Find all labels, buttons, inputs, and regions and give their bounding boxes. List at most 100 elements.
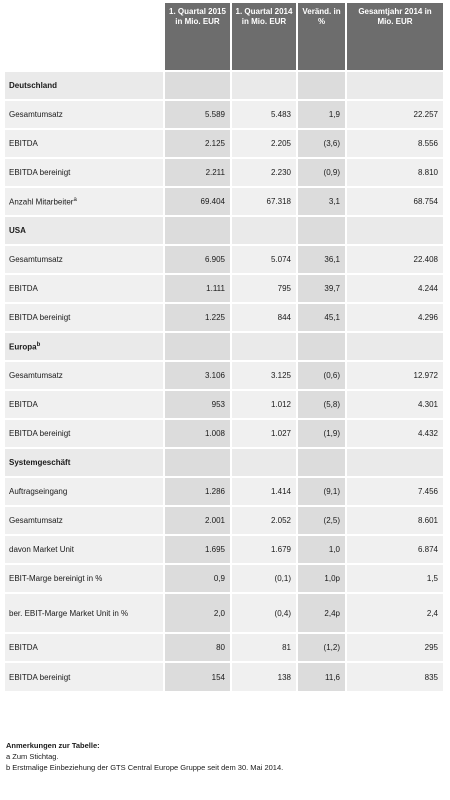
cell-change: 11,6 bbox=[297, 661, 347, 691]
row-label-text: EBITDA bbox=[9, 400, 38, 409]
section-title-text: USA bbox=[9, 226, 26, 235]
notes-title: Anmerkungen zur Tabelle: bbox=[6, 741, 100, 750]
section-empty-cell bbox=[231, 331, 298, 361]
cell-year2014: 8.810 bbox=[346, 157, 443, 187]
header-year2014: Gesamtjahr 2014 in Mio. EUR bbox=[346, 3, 443, 71]
cell-change: (5,8) bbox=[297, 389, 347, 419]
row-label: EBITDA bereinigt bbox=[5, 661, 165, 691]
row-label-text: Auftragseingang bbox=[9, 487, 68, 496]
cell-q2014: 67.318 bbox=[231, 186, 298, 216]
cell-q2015: 1.111 bbox=[164, 273, 232, 303]
table-row: EBITDA bereinigt 1.225 844 45,1 4.296 bbox=[5, 302, 443, 332]
cell-q2014: 3.125 bbox=[231, 360, 298, 390]
cell-q2014: 2.052 bbox=[231, 505, 298, 535]
cell-q2014: 1.027 bbox=[231, 418, 298, 448]
cell-year2014: 835 bbox=[346, 661, 443, 691]
table-notes: Anmerkungen zur Tabelle: a Zum Stichtag.… bbox=[6, 740, 283, 773]
cell-q2014: 5.483 bbox=[231, 99, 298, 129]
cell-q2015: 154 bbox=[164, 661, 232, 691]
row-label-text: EBITDA bereinigt bbox=[9, 168, 71, 177]
cell-year2014: 22.257 bbox=[346, 99, 443, 129]
cell-change: 36,1 bbox=[297, 244, 347, 274]
row-label-text: Gesamtumsatz bbox=[9, 110, 63, 119]
cell-q2015: 80 bbox=[164, 632, 232, 662]
table-row: EBITDA 1.111 795 39,7 4.244 bbox=[5, 273, 443, 303]
table-row: Gesamtumsatz 3.106 3.125 (0,6) 12.972 bbox=[5, 360, 443, 390]
row-label-text: Anzahl Mitarbeiter bbox=[9, 197, 74, 207]
section-header-row: USA bbox=[5, 215, 443, 245]
cell-q2014: 1.012 bbox=[231, 389, 298, 419]
row-label: EBIT-Marge bereinigt in % bbox=[5, 563, 165, 593]
row-label-text: davon Market Unit bbox=[9, 545, 74, 554]
row-label-text: Gesamtumsatz bbox=[9, 371, 63, 380]
cell-year2014: 4.296 bbox=[346, 302, 443, 332]
table-row: EBITDA bereinigt 154 138 11,6 835 bbox=[5, 661, 443, 691]
row-label: EBITDA bereinigt bbox=[5, 418, 165, 448]
row-label-text: EBITDA bereinigt bbox=[9, 313, 71, 322]
row-label: Gesamtumsatz bbox=[5, 244, 165, 274]
section-empty-cell bbox=[231, 447, 298, 477]
cell-change: (2,5) bbox=[297, 505, 347, 535]
cell-year2014: 22.408 bbox=[346, 244, 443, 274]
table-row: EBITDA 80 81 (1,2) 295 bbox=[5, 632, 443, 662]
table-row: ber. EBIT-Marge Market Unit in % 2,0 (0,4)… bbox=[5, 592, 443, 633]
cell-q2015: 6.905 bbox=[164, 244, 232, 274]
section-empty-cell bbox=[346, 70, 443, 100]
table-row: EBIT-Marge bereinigt in % 0,9 (0,1) 1,0p 1,5 bbox=[5, 563, 443, 593]
financial-table-container: 1. Quartal 2015 in Mio. EUR 1. Quartal 2… bbox=[5, 3, 443, 691]
cell-year2014: 8.556 bbox=[346, 128, 443, 158]
section-empty-cell bbox=[164, 215, 232, 245]
cell-q2015: 69.404 bbox=[164, 186, 232, 216]
cell-q2014: 81 bbox=[231, 632, 298, 662]
cell-q2014: 138 bbox=[231, 661, 298, 691]
cell-change: 1,0p bbox=[297, 563, 347, 593]
header-empty bbox=[5, 3, 165, 71]
row-label-text: EBIT-Marge bereinigt in % bbox=[9, 574, 103, 583]
row-label: EBITDA bbox=[5, 389, 165, 419]
cell-change: 3,1 bbox=[297, 186, 347, 216]
section-empty-cell bbox=[346, 215, 443, 245]
row-label: EBITDA bereinigt bbox=[5, 302, 165, 332]
row-label: EBITDA bereinigt bbox=[5, 157, 165, 187]
cell-q2015: 0,9 bbox=[164, 563, 232, 593]
cell-q2014: (0,4) bbox=[231, 592, 298, 633]
table-row: Gesamtumsatz 5.589 5.483 1,9 22.257 bbox=[5, 99, 443, 129]
section-header-row: Deutschland bbox=[5, 70, 443, 100]
row-label-text: EBITDA bereinigt bbox=[9, 429, 71, 438]
section-header-row: Systemgeschäft bbox=[5, 447, 443, 477]
header-q2014: 1. Quartal 2014 in Mio. EUR bbox=[231, 3, 298, 71]
cell-change: 1,9 bbox=[297, 99, 347, 129]
row-label: EBITDA bbox=[5, 632, 165, 662]
cell-year2014: 1,5 bbox=[346, 563, 443, 593]
cell-q2015: 1.695 bbox=[164, 534, 232, 564]
cell-q2015: 2.211 bbox=[164, 157, 232, 187]
cell-q2015: 1.225 bbox=[164, 302, 232, 332]
section-empty-cell bbox=[164, 70, 232, 100]
cell-year2014: 4.301 bbox=[346, 389, 443, 419]
cell-q2014: 1.414 bbox=[231, 476, 298, 506]
table-row: EBITDA bereinigt 1.008 1.027 (1,9) 4.432 bbox=[5, 418, 443, 448]
section-empty-cell bbox=[164, 447, 232, 477]
cell-year2014: 2,4 bbox=[346, 592, 443, 633]
cell-year2014: 6.874 bbox=[346, 534, 443, 564]
cell-q2015: 1.008 bbox=[164, 418, 232, 448]
cell-year2014: 8.601 bbox=[346, 505, 443, 535]
footnote-marker: b bbox=[36, 341, 41, 348]
header-row: 1. Quartal 2015 in Mio. EUR 1. Quartal 2… bbox=[5, 3, 443, 71]
footnote-marker: a bbox=[73, 196, 77, 203]
cell-change: (1,2) bbox=[297, 632, 347, 662]
row-label-text: EBITDA bereinigt bbox=[9, 672, 71, 682]
table-row: davon Market Unit 1.695 1.679 1,0 6.874 bbox=[5, 534, 443, 564]
row-label-text: EBITDA bbox=[9, 139, 38, 148]
cell-change: (9,1) bbox=[297, 476, 347, 506]
section-title: Europab bbox=[5, 331, 165, 361]
header-q2015: 1. Quartal 2015 in Mio. EUR bbox=[164, 3, 232, 71]
cell-q2015: 5.589 bbox=[164, 99, 232, 129]
section-empty-cell bbox=[231, 215, 298, 245]
table-row: EBITDA 2.125 2.205 (3,6) 8.556 bbox=[5, 128, 443, 158]
section-empty-cell bbox=[297, 215, 347, 245]
header-change: Veränd. in % bbox=[297, 3, 347, 71]
row-label: ber. EBIT-Marge Market Unit in % bbox=[5, 592, 165, 633]
table-row: EBITDA 953 1.012 (5,8) 4.301 bbox=[5, 389, 443, 419]
cell-q2015: 3.106 bbox=[164, 360, 232, 390]
